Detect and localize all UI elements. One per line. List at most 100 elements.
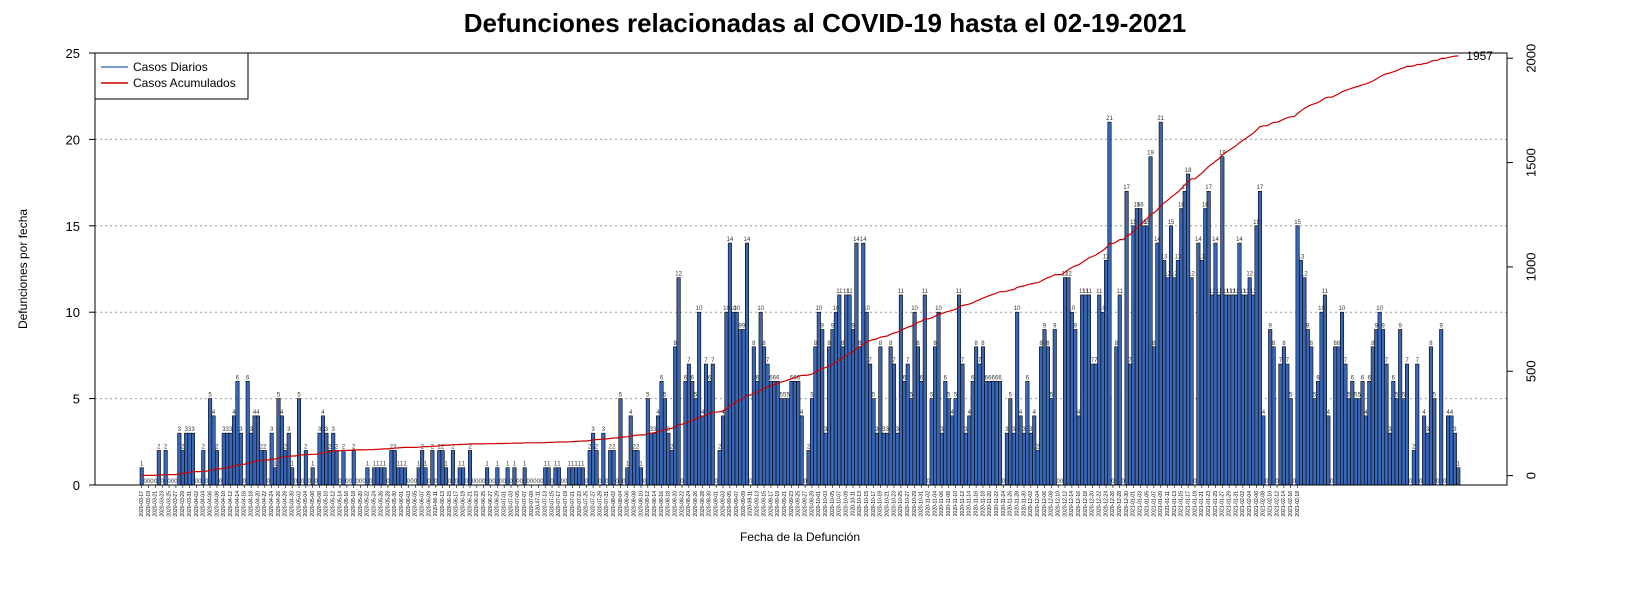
bar-label: 4	[968, 410, 972, 416]
x-tick-label: 2020-05-26	[378, 491, 384, 517]
x-tick-label: 2020-11-16	[973, 491, 979, 516]
bar	[591, 432, 596, 486]
x-tick-label: 2020-05-08	[317, 491, 323, 517]
bar	[618, 398, 623, 486]
x-tick-label: 2021-01-05	[1144, 491, 1150, 517]
bar-label: 2	[1036, 444, 1040, 450]
x-tick-label: 2020-12-28	[1117, 491, 1123, 517]
bar-label: 6	[1351, 375, 1355, 381]
bar-label: 11	[1229, 289, 1236, 295]
bar-label: 12	[1065, 272, 1072, 278]
x-tick-label: 2020-12-30	[1124, 491, 1130, 517]
bar	[1257, 190, 1262, 486]
bar-label: 0	[803, 479, 807, 485]
bar-label: 5	[1395, 393, 1399, 399]
bar	[372, 467, 377, 486]
bar	[1151, 346, 1156, 486]
bar	[950, 415, 955, 486]
x-tick-label: 2021-01-03	[1138, 491, 1144, 517]
bar-label: 8	[1310, 341, 1314, 347]
x-tick-label: 2020-10-27	[905, 491, 911, 517]
bar-label: 8	[1334, 341, 1338, 347]
bar-label: 0	[434, 479, 438, 485]
bar-label: 0	[489, 479, 493, 485]
bar-label: 0	[550, 479, 554, 485]
bar-label: 1	[547, 462, 551, 468]
bar	[717, 450, 722, 486]
bar-label: 21	[1157, 116, 1164, 122]
x-tick-label: 2020-11-04	[932, 491, 938, 516]
bar	[177, 432, 182, 486]
bar	[1415, 363, 1420, 486]
bar	[225, 432, 230, 486]
bar-label: 1	[567, 462, 571, 468]
bar	[1069, 311, 1074, 486]
x-tick-label: 2020-09-01	[714, 491, 720, 517]
bar	[553, 467, 558, 486]
bar-label: 2	[438, 444, 442, 450]
bar-label: 0	[314, 479, 318, 485]
bar-label: 0	[482, 479, 486, 485]
bar-label: 1	[496, 462, 500, 468]
bar	[1367, 381, 1372, 486]
bar-label: 10	[911, 306, 918, 312]
bar	[1268, 329, 1273, 486]
bar-label: 8	[858, 341, 862, 347]
bar-label: 1	[581, 462, 585, 468]
bar	[905, 363, 910, 486]
bar-label: 0	[386, 479, 390, 485]
x-tick-label: 2020-10-15	[864, 491, 870, 517]
bar-label: 0	[407, 479, 411, 485]
bar	[710, 363, 715, 486]
bar-label: 8	[1115, 341, 1119, 347]
bar-label: 11	[1233, 289, 1240, 295]
bar-label: 10	[863, 306, 870, 312]
bar-label: 1	[639, 462, 643, 468]
bar-label: 11	[1086, 289, 1093, 295]
bar-label: 2	[164, 444, 168, 450]
x-tick-label: 2020-11-08	[946, 491, 952, 516]
bar-label: 0	[465, 479, 469, 485]
bar-label: 0	[622, 479, 626, 485]
bar-label: 12	[1246, 272, 1253, 278]
bar	[1216, 294, 1221, 486]
x-tick-label: 2021-01-21	[1199, 491, 1205, 517]
bar	[1138, 208, 1143, 486]
bar-label: 14	[860, 237, 867, 243]
cumulative-end-label: 1957	[1466, 49, 1493, 63]
bar	[683, 381, 688, 486]
bar	[331, 432, 336, 486]
bar	[375, 467, 380, 486]
x-tick-label: 2021-01-07	[1151, 491, 1157, 517]
bar-label: 5	[947, 393, 951, 399]
x-tick-label: 2021-01-31	[1233, 491, 1239, 517]
bar-label: 8	[674, 341, 678, 347]
bar-label: 4	[1019, 410, 1023, 416]
bar-label: 6	[769, 375, 773, 381]
bar-label: 3	[940, 427, 944, 433]
bar-label: 7	[961, 358, 965, 364]
bar-label: 0	[369, 479, 373, 485]
bar	[796, 381, 801, 486]
bar-label: 11	[1240, 289, 1247, 295]
bar	[1158, 121, 1163, 486]
bar	[1452, 432, 1457, 486]
x-tick-label: 2020-06-07	[419, 491, 425, 517]
bar-label: 0	[1436, 479, 1440, 485]
x-tick-label: 2020-03-17	[139, 491, 145, 517]
bar	[967, 415, 972, 486]
bar	[297, 398, 302, 486]
bar	[991, 381, 996, 486]
bar	[878, 346, 883, 486]
bar-label: 1	[417, 462, 421, 468]
bar-label: 5	[783, 393, 787, 399]
bar	[902, 381, 907, 486]
bar-label: 0	[171, 479, 175, 485]
x-tick-label: 2021-01-19	[1192, 491, 1198, 517]
bar	[1104, 260, 1109, 486]
bar-label: 5	[277, 393, 281, 399]
bar	[1234, 294, 1239, 486]
bar	[1169, 225, 1174, 486]
x-tick-label: 2020-06-09	[426, 491, 432, 517]
